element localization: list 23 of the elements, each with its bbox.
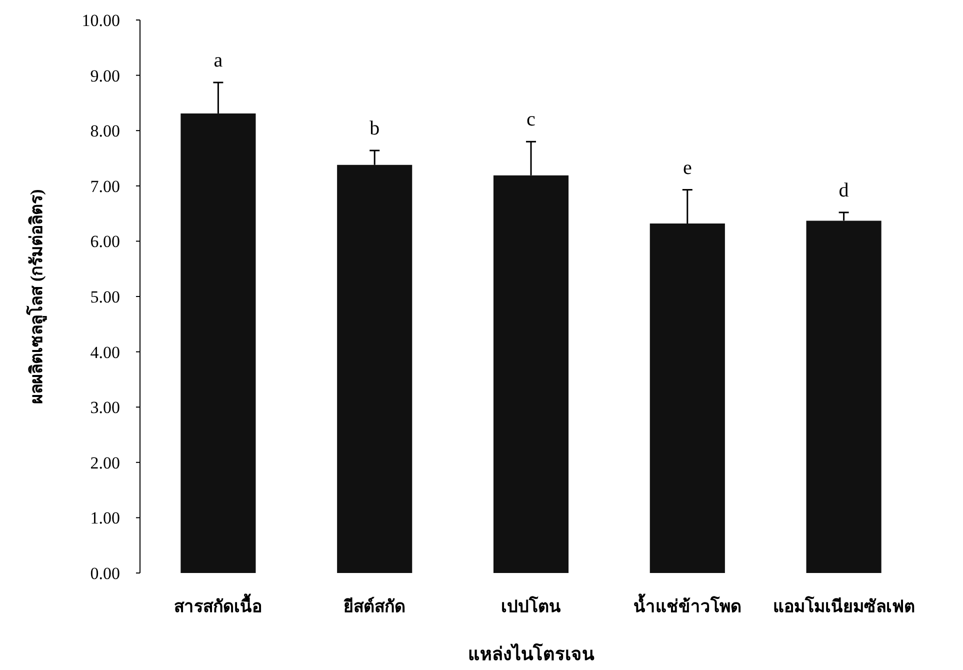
x-tick-label: เปปโตน xyxy=(501,596,561,616)
y-tick-label: 7.00 xyxy=(90,176,120,196)
x-axis-title: แหล่งไนโตรเจน xyxy=(468,643,595,664)
annotation: c xyxy=(526,108,536,131)
x-tick-label: สารสกัดเนื้อ xyxy=(174,593,262,616)
y-tick-label: 2.00 xyxy=(90,453,120,472)
y-tick-label: 4.00 xyxy=(90,342,120,362)
annotation: e xyxy=(682,156,692,179)
y-tick-label: 9.00 xyxy=(90,66,120,86)
x-tick-label: น้ำแช่ข้าวโพด xyxy=(633,593,742,616)
y-tick-label: 3.00 xyxy=(90,398,120,418)
annotation: a xyxy=(214,49,223,72)
y-tick-label: 8.00 xyxy=(90,122,120,141)
y-tick-label: 0.00 xyxy=(90,564,120,583)
annotation: d xyxy=(838,179,849,202)
y-tick-label: 10.00 xyxy=(82,11,120,30)
annotation: b xyxy=(370,118,380,140)
y-tick-label: 5.00 xyxy=(90,288,120,306)
x-tick-label: ยีสต์สกัด xyxy=(344,596,406,616)
y-axis-title: ผลผลิตเซลลูโลส (กรัมต่อลิตร) xyxy=(26,189,48,404)
x-tick-label: แอมโมเนียมซัลเฟต xyxy=(772,596,915,616)
y-tick-label: 1.00 xyxy=(90,508,120,528)
y-tick-label: 6.00 xyxy=(90,232,120,252)
